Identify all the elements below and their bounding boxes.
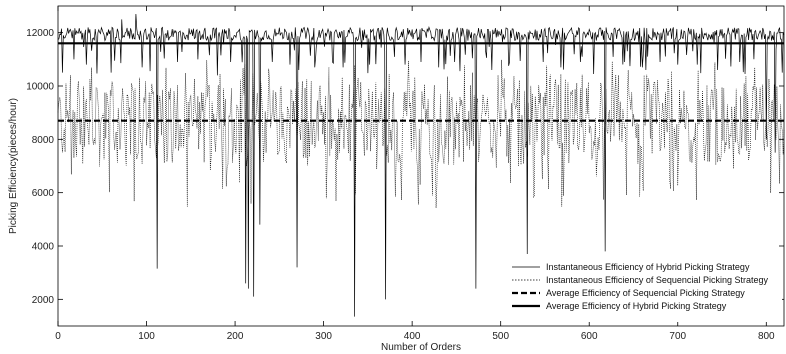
x-tick-label: 500 [492,331,509,342]
legend: Instantaneous Efficiency of Hybrid Picki… [506,258,782,322]
x-tick-label: 700 [669,331,686,342]
x-tick-label: 100 [138,331,155,342]
average-lines-layer [58,42,784,122]
x-tick-label: 0 [55,331,61,342]
x-tick-label: 400 [404,331,421,342]
x-tick-label: 300 [315,331,332,342]
y-tick-label: 8000 [32,135,55,146]
y-axis-label: Picking Efficiency(pieces/hour) [8,98,19,234]
y-tick-label: 2000 [32,295,55,306]
x-tick-label: 600 [581,331,598,342]
x-axis-label: Number of Orders [381,342,461,353]
axis-layer: 0 100 200 300 400 500 600 700 800 2000 4000 6000 800… [26,6,784,342]
legend-label-hybrid-instantaneous: Instantaneous Efficiency of Hybrid Picki… [546,262,750,272]
series-sequencial-instantaneous-line [57,59,785,208]
x-tick-label: 200 [227,331,244,342]
series-hybrid-instantaneous-line [57,13,785,317]
series-layer [57,13,785,317]
y-tick-label: 6000 [32,188,55,199]
legend-box [506,258,782,322]
legend-label-sequencial-instantaneous: Instantaneous Efficiency of Sequencial P… [546,275,768,285]
y-tick-label: 12000 [26,28,54,39]
x-tick-label: 800 [758,331,775,342]
y-tick-label: 4000 [32,242,55,253]
legend-label-hybrid-average: Average Efficiency of Hybrid Picking Str… [546,301,727,311]
y-tick-label: 10000 [26,82,54,93]
legend-label-sequencial-average: Average Efficiency of Sequencial Picking… [546,288,745,298]
